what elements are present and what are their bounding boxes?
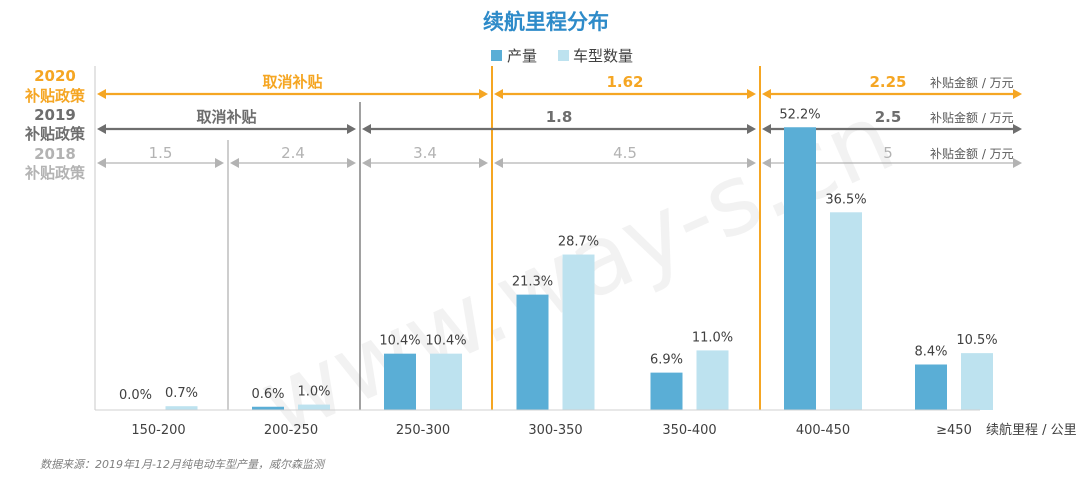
policy-2020-arrow-1 xyxy=(494,89,756,99)
policy-2019-year: 2019 xyxy=(34,106,76,124)
bar-series xyxy=(165,127,993,410)
policy-2018-arrow-1 xyxy=(230,158,356,168)
policy-2019-segment-label-2: 2.5 xyxy=(875,108,902,126)
policy-2019-arrow-1 xyxy=(362,124,756,134)
bar-production-6 xyxy=(915,364,947,410)
legend-swatch-model-count xyxy=(558,50,569,61)
chart-title: 续航里程分布 xyxy=(483,10,609,34)
x-tick-label-2: 250-300 xyxy=(396,423,450,438)
policy-2019-segment-label-1: 1.8 xyxy=(546,108,573,126)
policy-2018-arrow-0 xyxy=(97,158,224,168)
bar-model-count-5 xyxy=(830,212,862,410)
bar-production-2 xyxy=(384,353,416,410)
data-label-model-count-5: 36.5% xyxy=(825,192,866,207)
data-label-production-2: 10.4% xyxy=(379,334,420,349)
policy-2018-segment-label-0: 1.5 xyxy=(149,144,173,162)
legend: 产量 车型数量 xyxy=(491,47,633,65)
x-tick-label-6: ≥450 xyxy=(936,423,972,438)
policy-2018-unit-label: 补贴金额 / 万元 xyxy=(930,146,1014,161)
legend-label-production: 产量 xyxy=(507,47,537,65)
policy-2018-name: 补贴政策 xyxy=(24,164,86,182)
x-tick-label-4: 350-400 xyxy=(662,423,716,438)
data-label-production-0: 0.0% xyxy=(119,388,152,403)
bar-production-1 xyxy=(252,406,284,410)
policy-2019-segment-label-0: 取消补贴 xyxy=(196,108,256,126)
data-label-model-count-0: 0.7% xyxy=(165,386,198,401)
policy-2020-arrow-2 xyxy=(762,89,1022,99)
policy-2018-segment-label-3: 4.5 xyxy=(613,144,637,162)
x-tick-label-1: 200-250 xyxy=(264,423,318,438)
x-axis-label: 续航里程 / 公里 xyxy=(986,422,1077,438)
policy-2020-arrow-0 xyxy=(97,89,488,99)
policy-2018-arrow-2 xyxy=(362,158,488,168)
policy-2019-arrow-0 xyxy=(97,124,356,134)
data-label-model-count-3: 28.7% xyxy=(558,235,599,250)
policy-2018-segment-label-2: 3.4 xyxy=(413,144,437,162)
data-label-model-count-6: 10.5% xyxy=(956,333,997,348)
bar-model-count-1 xyxy=(298,404,330,410)
bar-production-5 xyxy=(784,127,816,410)
policy-2020-year: 2020 xyxy=(34,67,76,85)
bar-model-count-4 xyxy=(696,350,729,410)
bar-model-count-3 xyxy=(562,254,595,410)
data-label-production-1: 0.6% xyxy=(251,387,284,402)
policy-2018-segment-label-1: 2.4 xyxy=(281,144,305,162)
x-tick-label-0: 150-200 xyxy=(131,423,185,438)
x-axis-tick-labels: 150-200 200-250 250-300 300-350 350-400 400-4… xyxy=(131,423,972,438)
policy-labels: 2020 补贴政策 2019 补贴政策 2018 补贴政策 xyxy=(24,67,86,182)
bar-model-count-2 xyxy=(430,353,462,410)
data-label-production-5: 52.2% xyxy=(779,107,820,122)
legend-label-model-count: 车型数量 xyxy=(573,47,633,65)
bar-model-count-6 xyxy=(961,353,993,410)
data-label-production-3: 21.3% xyxy=(512,275,553,290)
x-tick-label-3: 300-350 xyxy=(528,423,582,438)
policy-2018-arrow-3 xyxy=(494,158,756,168)
policy-2020-segment-label-0: 取消补贴 xyxy=(262,73,322,91)
data-label-model-count-2: 10.4% xyxy=(425,334,466,349)
bar-value-labels: 0.0% 0.7% 0.6% 1.0% 10.4% 10.4% 21.3% 28.7% 6.9%… xyxy=(119,107,998,403)
policy-2019-name: 补贴政策 xyxy=(24,125,86,143)
data-label-model-count-4: 11.0% xyxy=(692,330,733,345)
policy-2020-segment-label-1: 1.62 xyxy=(606,73,643,91)
policy-2020-name: 补贴政策 xyxy=(24,87,86,105)
data-label-production-4: 6.9% xyxy=(650,353,683,368)
policy-2018-segment-label-4: 5 xyxy=(883,144,893,162)
policy-2018-year: 2018 xyxy=(34,145,76,163)
data-label-model-count-1: 1.0% xyxy=(297,385,330,400)
policy-2020-unit-label: 补贴金额 / 万元 xyxy=(930,75,1014,90)
bar-production-3 xyxy=(516,294,549,410)
policy-2020-segment-label-2: 2.25 xyxy=(869,73,906,91)
policy-dividers xyxy=(94,66,761,410)
policy-2019-unit-label: 补贴金额 / 万元 xyxy=(930,110,1014,125)
data-label-production-6: 8.4% xyxy=(914,345,947,360)
bar-model-count-0 xyxy=(165,406,198,410)
x-tick-label-5: 400-450 xyxy=(796,423,850,438)
bar-production-4 xyxy=(650,372,683,410)
legend-swatch-production xyxy=(491,50,502,61)
data-source-note: 数据来源：2019年1月-12月纯电动车型产量，威尔森监测 xyxy=(40,458,326,471)
